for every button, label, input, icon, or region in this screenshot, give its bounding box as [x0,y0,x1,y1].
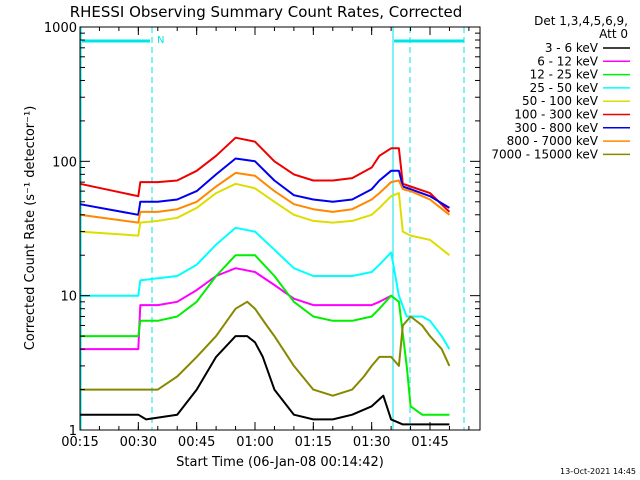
plot-frame [79,26,481,431]
series-line-6 [79,157,450,216]
series-line-4 [79,182,451,256]
footer-date: 13-Oct-2021 14:45 [560,467,636,476]
y-tick-label: 100 [52,155,77,170]
legend-entry-label: 7000 - 15000 keV [491,147,598,161]
plot-area [79,27,465,430]
legend-header: Det 1,3,4,5,6,9, [534,14,628,28]
series-line-5 [79,136,451,213]
y-axis-label: Corrected Count Rate (s⁻¹ detector⁻¹) [23,106,38,351]
legend-entry-label: 800 - 7000 keV [507,134,599,148]
legend-entry-label: 3 - 6 keV [545,41,599,55]
x-tick-label: 00:45 [178,435,215,450]
chart-title: RHESSI Observing Summary Count Rates, Co… [70,3,463,21]
series-line-7 [79,171,451,224]
series-line-3 [80,226,451,350]
x-tick-label: 00:15 [61,435,98,450]
x-axis-label: Start Time (06-Jan-08 00:14:42) [176,455,384,470]
x-tick-label: 01:00 [236,435,273,450]
legend-entry-label: 12 - 25 keV [530,68,599,82]
axis-ticks: 00:15 00:30 00:45 01:00 01:15 01:30 01:45 1 10 10… [44,21,480,450]
legend-header: Att 0 [599,27,628,41]
legend-entry-label: 25 - 50 keV [530,81,599,95]
x-tick-label: 01:45 [411,435,448,450]
series-line-1 [80,267,392,351]
legend-entry-label: 100 - 300 keV [514,108,598,122]
y-tick-label: 1 [69,424,77,439]
x-tick-label: 00:30 [120,435,157,450]
y-tick-label: 1000 [44,21,77,36]
x-tick-label: 01:30 [353,435,390,450]
legend-entry-label: 300 - 800 keV [514,121,598,135]
x-tick-label: 01:15 [295,435,332,450]
y-tick-label: 10 [60,290,77,305]
legend-entry-label: 6 - 12 keV [537,54,599,68]
annotation-flag-label: N [157,35,164,46]
legend-entry-label: 50 - 100 keV [522,94,599,108]
series-line-0 [80,335,450,426]
series-line-8 [80,300,451,397]
series-line-2 [80,254,450,416]
